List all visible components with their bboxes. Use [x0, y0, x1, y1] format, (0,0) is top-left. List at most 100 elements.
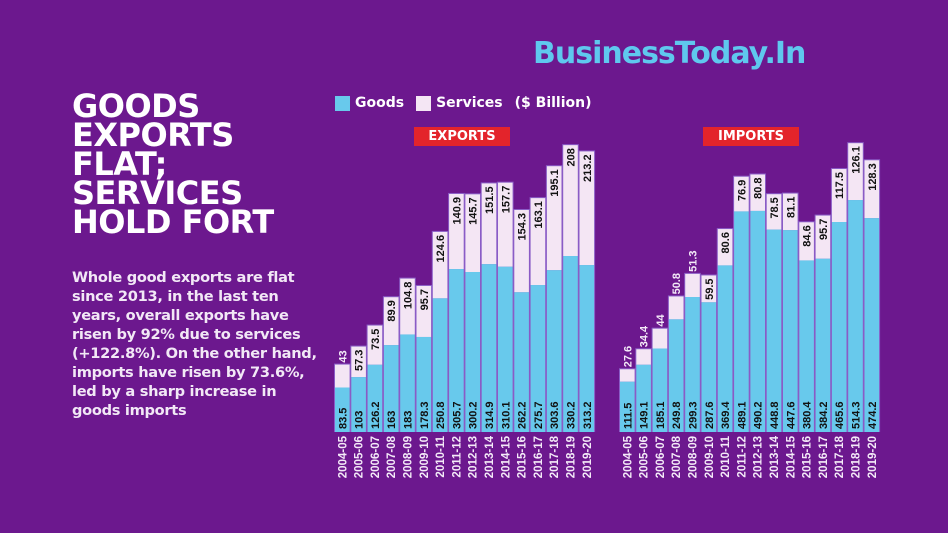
- exports-services-bar: [383, 297, 399, 346]
- exports-category-label: 2013-14: [484, 435, 496, 478]
- legend-swatch-goods: [335, 95, 350, 111]
- exports-goods-bar: [481, 264, 497, 432]
- imports-goods-value-label: 369.4: [720, 401, 732, 429]
- exports-goods-value-label: 310.1: [500, 401, 512, 429]
- exports-category-label: 2012-13: [468, 436, 480, 478]
- imports-services-value-label: 80.8: [753, 177, 765, 198]
- exports-services-value-label: 157.7: [500, 186, 512, 214]
- exports-category-label: 2008-09: [403, 436, 415, 478]
- imports-goods-bar: [864, 218, 880, 432]
- exports-goods-bar: [514, 292, 529, 432]
- exports-goods-value-label: 83.5: [337, 408, 349, 429]
- imports-services-bar: [636, 349, 651, 365]
- imports-category-label: 2008-09: [688, 436, 700, 478]
- exports-goods-bar: [416, 336, 432, 432]
- exports-services-value-label: 140.9: [451, 197, 463, 225]
- imports-services-value-label: 126.1: [851, 146, 863, 174]
- exports-services-bar: [481, 183, 497, 265]
- exports-services-value-label: 208: [566, 148, 578, 166]
- exports-goods-bar: [383, 345, 399, 432]
- imports-services-bar: [848, 143, 863, 201]
- exports-services-bar: [351, 346, 366, 378]
- imports-goods-value-label: 287.6: [704, 401, 716, 429]
- imports-services-bar: [701, 275, 717, 303]
- imports-goods-value-label: 380.4: [802, 401, 814, 429]
- exports-category-label: 2009-10: [419, 436, 431, 478]
- imports-services-bar: [815, 215, 831, 259]
- exports-services-value-label: 213.2: [582, 154, 594, 182]
- exports-services-bar: [465, 194, 480, 272]
- exports-services-bar: [416, 285, 432, 337]
- imports-goods-value-label: 384.2: [818, 401, 830, 429]
- exports-goods-value-label: 303.6: [549, 401, 561, 429]
- exports-services-value-label: 43: [337, 350, 349, 362]
- exports-category-label: 2016-17: [533, 436, 545, 478]
- exports-services-bar: [432, 231, 448, 299]
- exports-services-bar: [335, 364, 350, 388]
- headline-line: EXPORTS: [72, 116, 234, 154]
- exports-services-value-label: 163.1: [533, 201, 545, 229]
- imports-category-label: 2014-15: [785, 435, 797, 478]
- imports-services-bar: [685, 273, 700, 298]
- imports-goods-bar: [685, 297, 700, 432]
- exports-goods-value-label: 275.7: [533, 401, 545, 429]
- exports-goods-value-label: 305.7: [451, 401, 463, 429]
- exports-title: EXPORTS: [414, 127, 510, 146]
- imports-goods-bar: [750, 210, 765, 432]
- exports-category-label: 2017-18: [549, 435, 561, 478]
- imports-services-value-label: 84.6: [802, 225, 814, 246]
- imports-services-bar: [864, 160, 880, 219]
- exports-goods-bar: [563, 256, 578, 432]
- exports-category-label: 2014-15: [500, 435, 512, 478]
- imports-goods-bar: [799, 260, 814, 432]
- exports-services-bar: [563, 145, 578, 257]
- exports-goods-value-label: 183: [403, 411, 415, 429]
- exports-services-value-label: 104.8: [403, 282, 415, 310]
- imports-services-value-label: 34.4: [639, 325, 651, 347]
- exports-category-label: 2010-11: [435, 435, 447, 477]
- imports-services-bar: [799, 222, 814, 261]
- exports-category-label: 2019-20: [582, 436, 594, 478]
- imports-category-label: 2011-12: [736, 436, 748, 478]
- exports-goods-bar: [432, 298, 448, 432]
- imports-goods-value-label: 111.5: [622, 403, 634, 429]
- legend-unit: ($ Billion): [514, 95, 592, 111]
- legend-label-services: Services: [436, 95, 503, 111]
- imports-services-value-label: 81.1: [785, 197, 797, 218]
- exports-services-value-label: 145.7: [468, 197, 480, 225]
- exports-goods-bar: [335, 387, 350, 432]
- imports-services-bar: [734, 176, 749, 212]
- imports-category-label: 2016-17: [818, 436, 830, 478]
- exports-services-value-label: 89.9: [386, 300, 398, 321]
- exports-category-label: 2004-05: [337, 435, 349, 478]
- imports-goods-bar: [668, 319, 684, 432]
- imports-goods-value-label: 474.2: [867, 401, 879, 429]
- imports-goods-bar: [815, 258, 831, 432]
- imports-services-value-label: 78.5: [769, 197, 781, 218]
- headline-line: GOODS: [72, 87, 200, 125]
- exports-services-value-label: 95.7: [419, 289, 431, 310]
- imports-services-value-label: 27.6: [622, 346, 634, 367]
- imports-services-bar: [766, 194, 782, 230]
- exports-goods-bar: [498, 266, 513, 432]
- imports-goods-value-label: 299.3: [688, 401, 700, 429]
- exports-goods-value-label: 126.2: [370, 401, 382, 429]
- exports-goods-bar: [465, 271, 480, 432]
- imports-category-label: 2007-08: [671, 435, 683, 478]
- imports-goods-value-label: 448.8: [769, 401, 781, 429]
- exports-goods-bar: [579, 265, 595, 432]
- imports-services-bar: [652, 328, 668, 349]
- exports-goods-bar: [351, 377, 366, 432]
- exports-category-label: 2006-07: [370, 436, 382, 478]
- exports-goods-value-label: 103: [354, 411, 366, 429]
- exports-category-label: 2007-08: [386, 435, 398, 478]
- exports-services-bar: [498, 182, 513, 267]
- imports-category-label: 2012-13: [753, 436, 765, 478]
- imports-goods-bar: [701, 302, 717, 432]
- exports-goods-value-label: 250.8: [435, 401, 447, 429]
- imports-services-bar: [750, 174, 765, 211]
- exports-category-label: 2011-12: [451, 436, 463, 478]
- imports-category-label: 2013-14: [769, 435, 781, 478]
- exports-services-value-label: 57.3: [354, 350, 366, 371]
